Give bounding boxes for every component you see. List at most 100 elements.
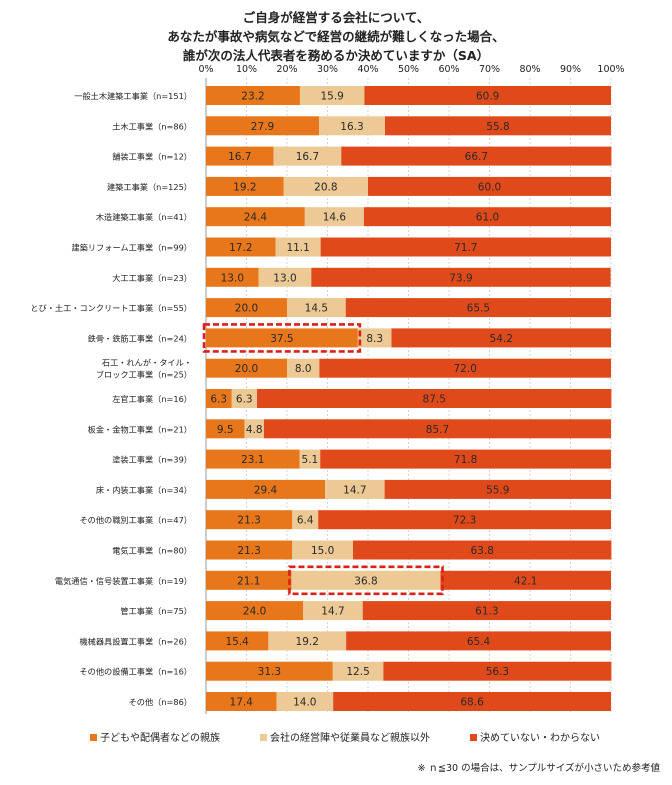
bar-segment (333, 692, 611, 711)
data-label: 5.1 (302, 454, 319, 466)
data-label: 37.5 (270, 333, 293, 345)
bar-segment (206, 692, 277, 711)
bar-segment (273, 146, 342, 166)
data-label: 14.0 (293, 697, 316, 709)
data-label: 63.8 (471, 545, 494, 557)
category-label: 鉄骨・鉄筋工事業（n=24） (88, 333, 192, 343)
data-label: 71.7 (454, 242, 477, 254)
bar-segment (287, 298, 346, 318)
bar-segment (206, 479, 326, 499)
data-label: 65.5 (467, 303, 490, 315)
data-label: 54.2 (490, 333, 513, 345)
data-label: 68.6 (460, 697, 484, 709)
bar-segment (206, 237, 276, 257)
bar-segment (206, 116, 319, 136)
bar-segment (383, 661, 612, 681)
legend-label: 決めていない・わからない (480, 732, 600, 744)
data-label: 20.0 (235, 363, 258, 375)
chart-title-line-3: 誰が次の法人代表者を務めるか決めていますか（SA） (182, 48, 490, 63)
x-tick-label: 100% (597, 64, 624, 75)
bar-segment (275, 237, 321, 257)
bar-segment (303, 601, 363, 621)
bar-segment (206, 449, 300, 469)
x-tick-label: 10% (236, 64, 257, 75)
bar-segment (320, 237, 611, 257)
bar-segment (440, 570, 611, 590)
category-label: 舗装工事業（n=12） (112, 152, 192, 162)
data-label: 13.0 (221, 272, 244, 284)
bar-segment (244, 419, 264, 439)
bar-segment (206, 358, 287, 378)
data-label: 9.5 (217, 424, 234, 436)
x-tick-label: 40% (357, 64, 378, 75)
data-label: 72.3 (453, 515, 476, 527)
data-label: 19.2 (296, 636, 319, 648)
x-tick-label: 70% (479, 64, 500, 75)
bar-segment (206, 540, 293, 560)
bar-segment (292, 510, 319, 530)
data-label: 6.3 (210, 394, 227, 406)
data-label: 20.0 (235, 303, 258, 315)
bar-segment (362, 601, 611, 621)
x-tick-label: 30% (317, 64, 338, 75)
data-label: 15.0 (311, 545, 334, 557)
data-label: 42.1 (514, 575, 537, 587)
data-label: 14.7 (321, 606, 344, 618)
data-label: 87.5 (423, 394, 446, 406)
bar-segment (287, 358, 320, 378)
data-label: 16.7 (296, 151, 319, 163)
bar-segment (206, 389, 232, 408)
bar-segment (346, 631, 611, 651)
bar-segment (291, 570, 441, 590)
data-label: 36.8 (354, 575, 377, 587)
category-label: 一般土木建築工事業（n=151） (74, 91, 192, 101)
bar-segment (283, 176, 368, 196)
bar-segment (206, 86, 300, 105)
data-label: 61.3 (475, 606, 498, 618)
legend-swatch (260, 734, 267, 741)
bar-segment (364, 86, 611, 105)
data-label: 17.2 (229, 242, 252, 254)
data-label: 27.9 (251, 121, 274, 133)
legend-swatch (90, 734, 97, 741)
chart-title: ご自身が経営する会社について、 あなたが事故や病気などで経営の継続が難しくなった… (0, 8, 672, 65)
bar-segment (206, 207, 305, 227)
category-label: その他の職別工事業（n=47） (79, 515, 192, 525)
data-label: 72.0 (454, 363, 477, 375)
bar-segment (276, 692, 334, 711)
bar-segment (206, 661, 333, 681)
bar-segment (363, 207, 611, 227)
bar-segment (258, 267, 312, 287)
bar-segment (206, 601, 304, 621)
chart-title-line-1: ご自身が経営する会社について、 (242, 10, 430, 25)
data-label: 61.0 (476, 212, 499, 224)
data-label: 55.8 (486, 121, 509, 133)
category-label: とび・土工・コンクリート工事業（n=55） (30, 303, 192, 313)
bar-segment (311, 267, 611, 287)
data-label: 11.1 (286, 242, 309, 254)
bar-segment (304, 207, 364, 227)
category-label: 塗装工事業（n=39） (112, 455, 192, 465)
legend-label: 子どもや配偶者などの親族 (100, 731, 220, 744)
category-label: 左官工事業（n=16） (112, 394, 192, 404)
bar-segment (206, 631, 269, 651)
data-label: 65.4 (467, 636, 491, 648)
data-label: 85.7 (426, 424, 449, 436)
bar-segment (292, 540, 354, 560)
data-label: 55.9 (486, 484, 509, 496)
category-label: 電気通信・信号装置工事業（n=19） (55, 576, 192, 586)
bar-segment (318, 116, 386, 136)
x-tick-label: 20% (276, 64, 297, 75)
bar-segment (385, 116, 611, 136)
category-label: ブロック工事業（n=25） (96, 370, 192, 380)
bar-segment (368, 176, 611, 196)
data-label: 16.3 (340, 121, 363, 133)
data-label: 8.3 (366, 333, 383, 345)
data-label: 12.5 (346, 666, 369, 678)
bar-segment (384, 479, 611, 499)
category-label: 建築リフォーム工事業（n=99） (72, 243, 192, 253)
bar-segment (268, 631, 347, 651)
x-tick-label: 80% (519, 64, 540, 75)
bar-segment (206, 298, 287, 318)
data-label: 20.8 (314, 181, 337, 193)
